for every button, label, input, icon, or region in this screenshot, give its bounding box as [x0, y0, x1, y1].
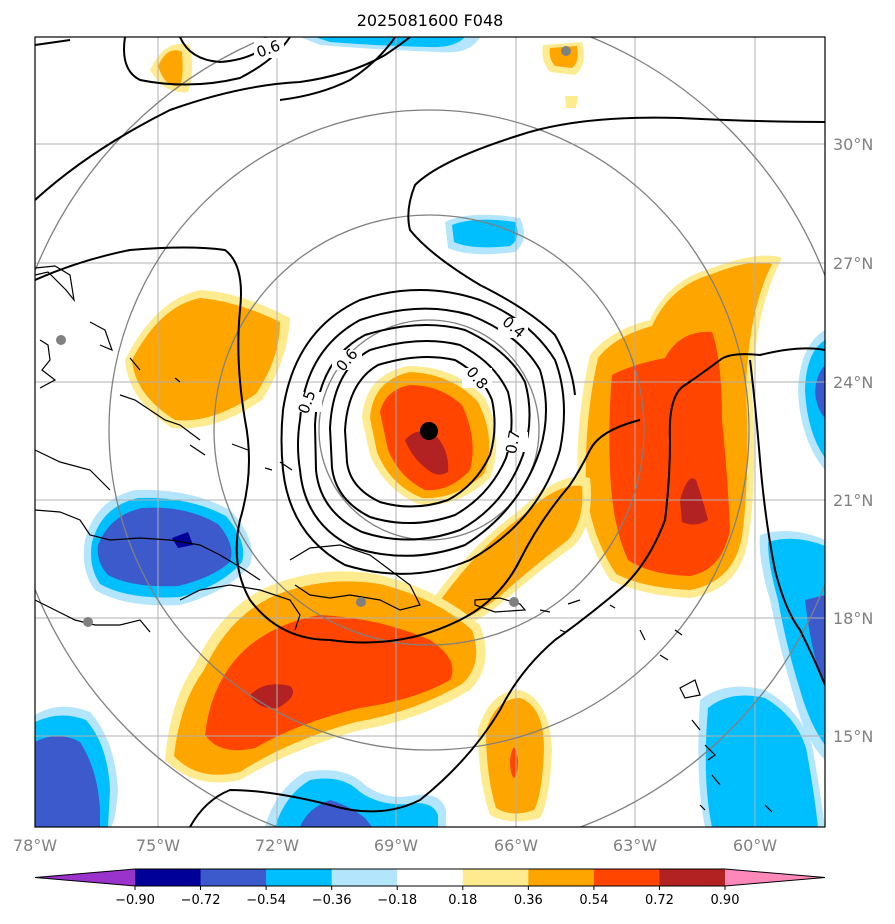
negative-anomaly-area: [452, 219, 518, 248]
contour-label-group: 0.6 0.4 0.6 0.8 0.5 0.7: [254, 37, 529, 456]
positive-anomaly-area: [680, 478, 708, 525]
station-dot: [83, 617, 93, 627]
map-panel: 0.6 0.4 0.6 0.8 0.5 0.7: [35, 37, 825, 827]
colorbar-segment: [397, 869, 464, 886]
colorbar-segment: [331, 869, 398, 886]
lon-label: 63°W: [613, 836, 657, 855]
colorbar-segment: [266, 869, 333, 886]
station-dot: [561, 46, 571, 56]
negative-anomaly-area: [815, 365, 825, 418]
colorbar-tick-label: −0.72: [181, 893, 221, 908]
negative-anomaly-area: [300, 800, 372, 827]
colorbar-extend-low: [35, 869, 135, 886]
negative-anomaly-area: [35, 736, 100, 827]
negative-anomaly-area: [805, 340, 825, 458]
colorbar-segment: [593, 869, 660, 886]
lat-label: 15°N: [833, 727, 873, 746]
colorbar-tick-label: 0.54: [579, 893, 608, 908]
colorbar-tick-label: −0.18: [377, 893, 417, 908]
colorbar-extend-high: [725, 869, 825, 886]
positive-anomaly-area: [205, 615, 453, 751]
gridlines: [35, 37, 825, 827]
contour-lines: [35, 37, 825, 827]
colorbar-tick-label: −0.90: [115, 893, 155, 908]
positive-anomaly-area: [405, 431, 449, 475]
latitude-labels: 30°N 27°N 24°N 21°N 18°N 15°N: [833, 135, 873, 746]
lon-label: 78°W: [13, 836, 57, 855]
colorbar-tick-label: 0.18: [448, 893, 477, 908]
storm-center-marker: [420, 422, 438, 440]
colorbar: −0.90 −0.72 −0.54 −0.36 −0.18 0.18 0.36 0.54 0.7…: [34, 868, 826, 908]
colorbar-segment: [659, 869, 726, 886]
lat-label: 18°N: [833, 609, 873, 628]
negative-anomaly-area: [97, 507, 232, 587]
station-markers: [56, 46, 571, 627]
positive-anomaly-area: [435, 485, 583, 624]
colorbar-tick-label: 0.72: [645, 893, 674, 908]
longitude-labels: 78°W 75°W 72°W 69°W 66°W 63°W 60°W: [13, 836, 777, 855]
positive-anomaly-area: [158, 50, 183, 87]
lon-label: 75°W: [136, 836, 180, 855]
contour-label: 0.7: [502, 429, 524, 456]
colorbar-segment: [200, 869, 267, 886]
colorbar-segment: [135, 869, 202, 886]
colorbar-tick-label: −0.36: [312, 893, 352, 908]
lat-label: 21°N: [833, 491, 873, 510]
colorbar-tick-label: −0.54: [246, 893, 286, 908]
negative-anomaly-area: [705, 695, 818, 827]
lon-label: 60°W: [733, 836, 777, 855]
lon-label: 72°W: [255, 836, 299, 855]
lat-label: 30°N: [833, 135, 873, 154]
lon-label: 66°W: [494, 836, 538, 855]
negative-anomaly-area: [315, 37, 465, 48]
colorbar-tick-label: 0.36: [514, 893, 543, 908]
negative-anomaly-area: [768, 538, 825, 745]
lat-label: 24°N: [833, 373, 873, 392]
colorbar-segment: [528, 869, 595, 886]
station-dot: [56, 335, 66, 345]
colorbar-segment: [462, 869, 529, 886]
station-dot: [356, 597, 366, 607]
negative-anomaly-area: [172, 532, 193, 548]
coastlines: [35, 265, 773, 813]
positive-anomaly-area: [565, 96, 578, 108]
station-dot: [509, 597, 519, 607]
positive-anomaly-area: [132, 298, 280, 421]
lat-label: 27°N: [833, 254, 873, 273]
map-frame: [34, 36, 826, 828]
figure-title: 2025081600 F048: [357, 11, 504, 30]
colorbar-tick-label: 0.90: [711, 893, 740, 908]
lon-label: 69°W: [374, 836, 418, 855]
range-rings: [35, 37, 825, 827]
